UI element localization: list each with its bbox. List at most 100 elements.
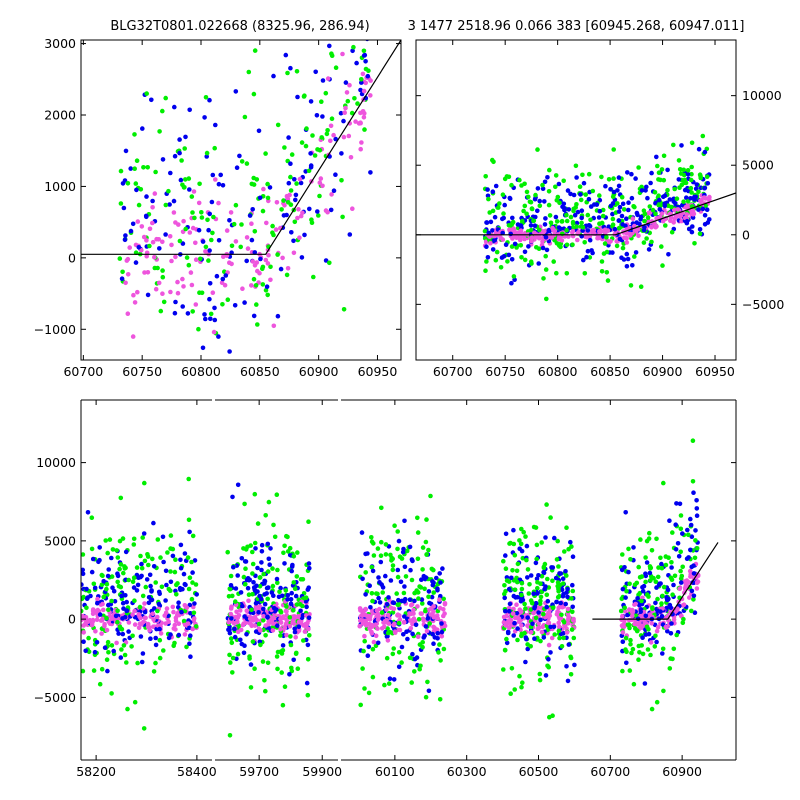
data-point <box>665 167 670 173</box>
data-point <box>223 273 229 278</box>
data-point <box>203 95 209 100</box>
data-point <box>555 580 561 585</box>
data-point <box>291 607 296 613</box>
data-point <box>104 586 109 592</box>
data-point <box>189 559 194 565</box>
data-point <box>358 87 363 93</box>
data-point <box>431 604 436 609</box>
data-point <box>365 73 371 79</box>
data-point <box>81 552 86 557</box>
data-point <box>190 570 195 575</box>
data-point <box>439 621 444 626</box>
data-point <box>243 581 248 587</box>
data-point <box>538 594 544 600</box>
data-point <box>131 542 137 547</box>
data-point <box>105 573 111 579</box>
data-point <box>172 310 178 316</box>
data-point <box>291 238 296 244</box>
data-point <box>697 227 703 232</box>
data-point <box>528 630 534 635</box>
data-point <box>242 643 247 648</box>
data-point <box>329 116 335 121</box>
data-point <box>255 565 260 571</box>
data-point <box>586 171 592 177</box>
data-point <box>98 618 104 623</box>
data-point <box>187 529 192 535</box>
data-point <box>645 195 650 201</box>
data-point <box>253 283 259 288</box>
data-point <box>285 196 291 202</box>
data-point <box>81 623 86 628</box>
data-point <box>395 567 401 573</box>
data-point <box>135 289 140 295</box>
data-point <box>311 274 316 280</box>
data-point <box>363 80 369 86</box>
data-point <box>89 622 95 628</box>
data-point <box>81 630 86 635</box>
data-point <box>561 178 566 184</box>
data-point <box>312 153 318 158</box>
data-point <box>169 242 174 248</box>
data-point <box>585 248 591 254</box>
data-point <box>148 583 153 589</box>
data-point <box>147 628 152 633</box>
data-point <box>660 218 666 224</box>
data-point <box>160 534 166 540</box>
data-point <box>149 97 154 103</box>
data-point <box>638 284 644 290</box>
data-point <box>122 614 128 620</box>
data-point <box>252 229 258 234</box>
data-point <box>485 187 490 192</box>
data-point <box>570 221 576 226</box>
data-point <box>278 616 283 622</box>
data-point <box>649 548 655 553</box>
data-point <box>660 593 665 599</box>
data-point <box>257 575 263 580</box>
data-point <box>293 651 299 656</box>
data-point <box>118 201 124 206</box>
data-point <box>184 255 190 260</box>
data-point <box>214 273 220 279</box>
data-point <box>426 594 431 600</box>
data-point <box>518 243 524 248</box>
data-point <box>235 629 241 635</box>
data-point <box>596 235 601 241</box>
data-point <box>282 625 288 631</box>
data-point <box>262 678 267 683</box>
data-point <box>630 263 635 268</box>
data-point <box>347 82 352 88</box>
data-point <box>131 536 137 542</box>
data-point <box>204 150 210 156</box>
data-point <box>534 542 540 548</box>
data-point <box>426 688 432 694</box>
data-point <box>501 667 506 672</box>
data-point <box>233 239 239 244</box>
data-point <box>340 51 345 57</box>
data-point <box>512 587 518 593</box>
data-point <box>403 574 409 579</box>
data-point <box>244 235 250 240</box>
data-point <box>654 536 659 542</box>
data-point <box>524 211 529 217</box>
data-point <box>288 601 294 607</box>
data-point <box>570 604 575 610</box>
data-point <box>435 636 440 641</box>
data-point <box>280 643 286 648</box>
data-point <box>387 676 393 681</box>
data-point <box>507 196 513 202</box>
data-point <box>684 212 690 217</box>
data-point <box>188 611 193 616</box>
data-point <box>441 607 446 612</box>
data-point <box>165 550 170 555</box>
data-point <box>686 226 692 232</box>
data-point <box>351 44 356 50</box>
data-point <box>538 638 543 644</box>
data-point <box>543 235 549 240</box>
data-point <box>104 581 110 587</box>
data-point <box>245 585 251 591</box>
data-point <box>247 656 252 661</box>
data-point <box>616 209 622 214</box>
data-point <box>557 616 562 621</box>
data-point <box>136 245 142 250</box>
data-point <box>303 621 309 627</box>
